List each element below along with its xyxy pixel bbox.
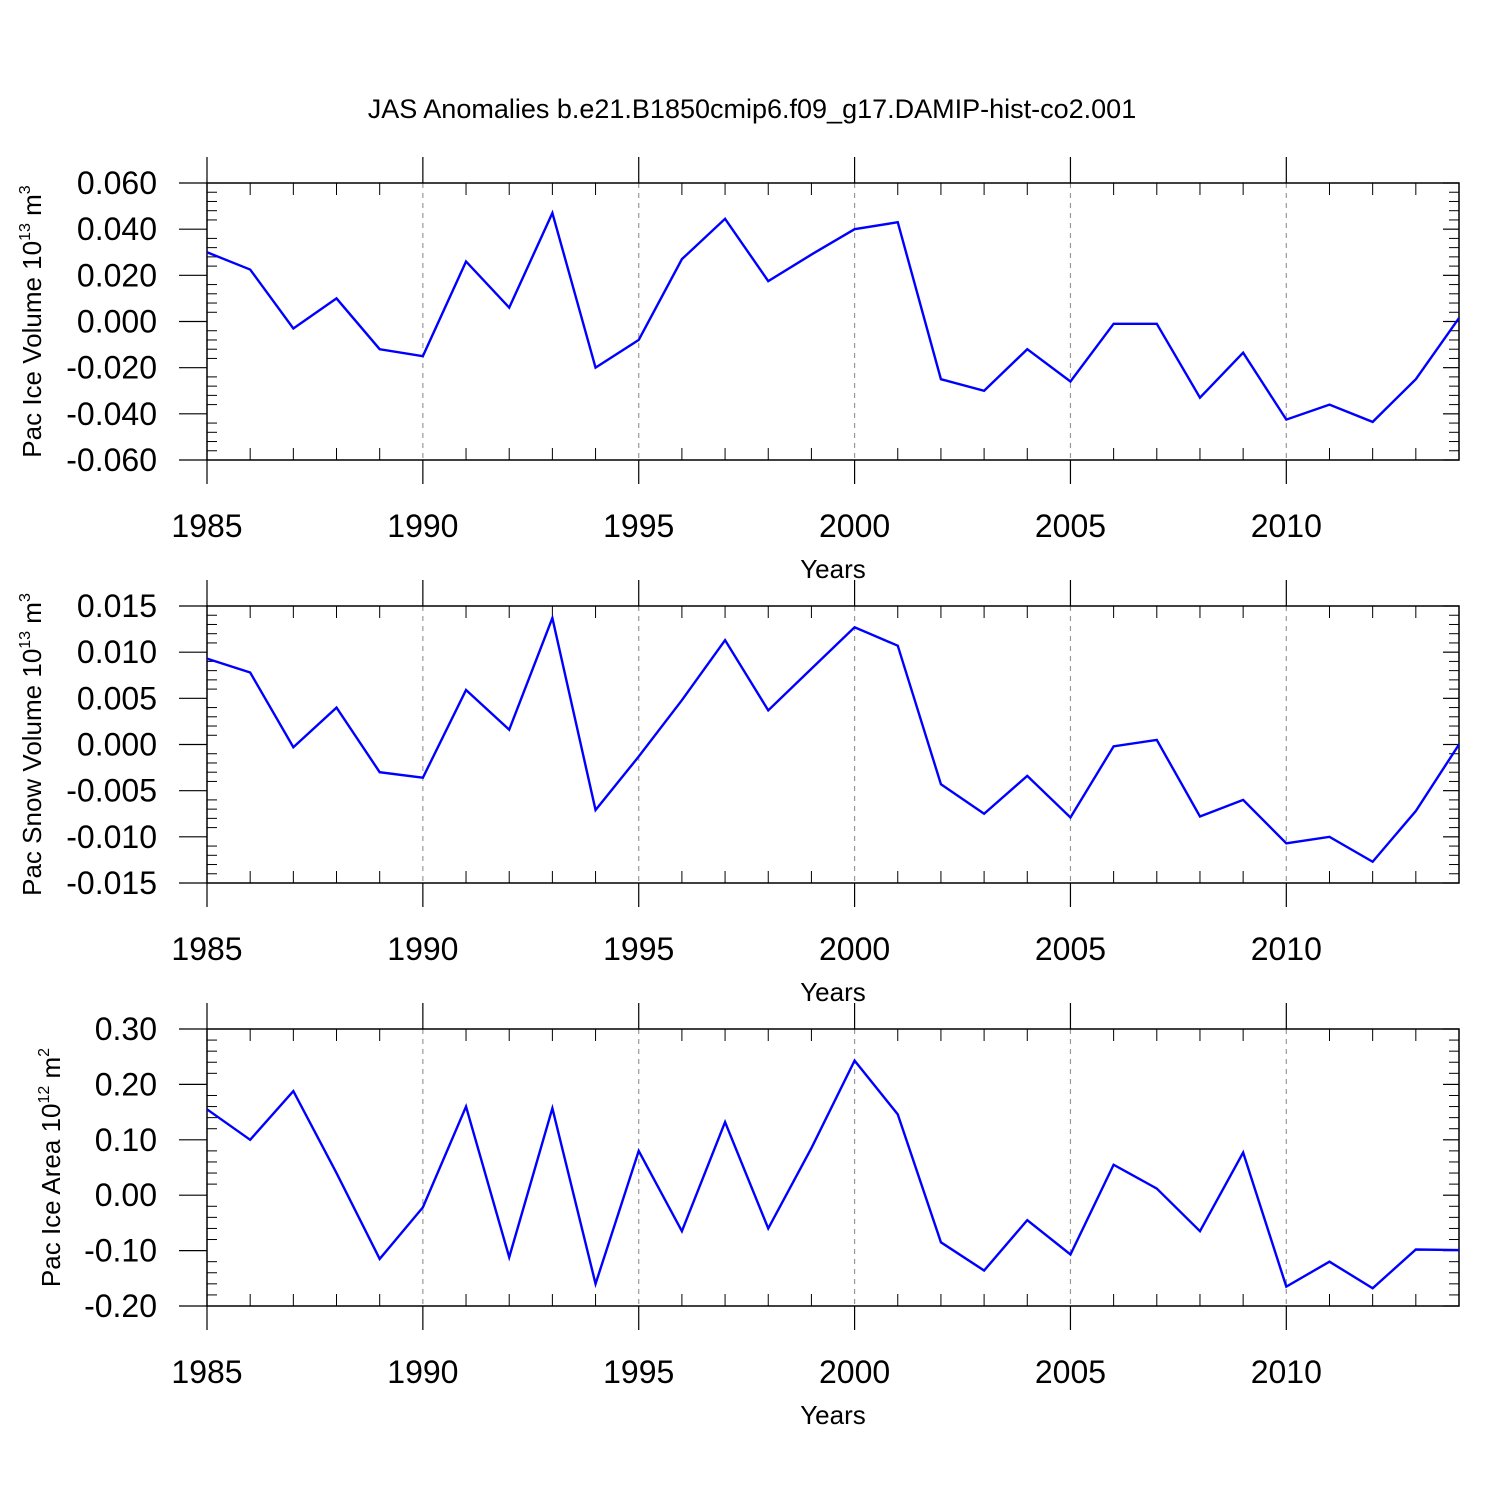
- x-tick-label: 2005: [1035, 1354, 1106, 1390]
- x-tick-label: 2000: [819, 1354, 890, 1390]
- y-tick-label: 0.30: [95, 1011, 157, 1047]
- panels: -0.060 -0.040 -0.020 0.000 0.020 0.040 0.060 19…: [17, 157, 1461, 1430]
- x-tick-label: 2010: [1251, 508, 1322, 544]
- y-tick-label: 0.015: [77, 588, 157, 624]
- y-tick-label: 0.005: [77, 680, 157, 716]
- series-line: [206, 209, 1460, 424]
- plot-frame: [206, 1028, 1460, 1307]
- x-tick-label: 1990: [387, 1354, 458, 1390]
- series-line: [206, 613, 1461, 864]
- x-tick-label: 1990: [387, 931, 458, 967]
- y-tick-label: -0.005: [66, 773, 157, 809]
- y-tick-label: -0.10: [84, 1233, 157, 1269]
- y-tick-label: 0.040: [77, 211, 157, 247]
- x-tick-label: 1985: [171, 931, 242, 967]
- x-tick-label: 2005: [1035, 508, 1106, 544]
- x-tick-label: 2010: [1251, 1354, 1322, 1390]
- y-tick-label: 0.060: [77, 165, 157, 201]
- y-tick-label: -0.010: [66, 819, 157, 855]
- x-axis-label: Years: [800, 977, 866, 1007]
- x-axis-label: Years: [800, 554, 866, 584]
- y-tick-label: 0.010: [77, 634, 157, 670]
- y-tick-label: 0.00: [95, 1177, 157, 1213]
- x-tick-label: 2010: [1251, 931, 1322, 967]
- x-tick-label: 1985: [171, 508, 242, 544]
- y-axis-label: Pac Ice Area 1012 m2: [36, 1048, 66, 1287]
- chart-title: JAS Anomalies b.e21.B1850cmip6.f09_g17.D…: [368, 94, 1136, 124]
- y-tick-label: 0.10: [95, 1122, 157, 1158]
- y-tick-label: -0.015: [66, 865, 157, 901]
- series-line: [206, 1058, 1460, 1290]
- x-tick-label: 1990: [387, 508, 458, 544]
- y-tick-label: -0.020: [66, 350, 157, 386]
- y-tick-label: -0.040: [66, 396, 157, 432]
- y-tick-label: -0.060: [66, 442, 157, 478]
- x-tick-label: 2000: [819, 508, 890, 544]
- y-tick-label: 0.20: [95, 1066, 157, 1102]
- y-tick-label: 0.000: [77, 304, 157, 340]
- x-tick-label: 1995: [603, 931, 674, 967]
- y-tick-label: -0.20: [84, 1288, 157, 1324]
- panel-2: -0.015 -0.010 -0.005 0.000 0.005 0.010 0.015 19…: [17, 580, 1461, 1007]
- plot-frame: [206, 182, 1460, 461]
- panel-1: -0.060 -0.040 -0.020 0.000 0.020 0.040 0.060 19…: [17, 157, 1460, 584]
- y-tick-label: 0.020: [77, 257, 157, 293]
- x-tick-label: 2000: [819, 931, 890, 967]
- y-axis-label: Pac Ice Volume 1013 m3: [17, 185, 47, 458]
- x-tick-label: 1995: [603, 1354, 674, 1390]
- x-tick-label: 1995: [603, 508, 674, 544]
- x-axis-label: Years: [800, 1400, 866, 1430]
- y-axis-label: Pac Snow Volume 1013 m3: [17, 593, 47, 896]
- x-tick-label: 1985: [171, 1354, 242, 1390]
- y-tick-label: 0.000: [77, 727, 157, 763]
- panel-3: -0.20 -0.10 0.00 0.10 0.20 0.30 1985 1990 1995 20…: [36, 1003, 1460, 1430]
- x-tick-label: 2005: [1035, 931, 1106, 967]
